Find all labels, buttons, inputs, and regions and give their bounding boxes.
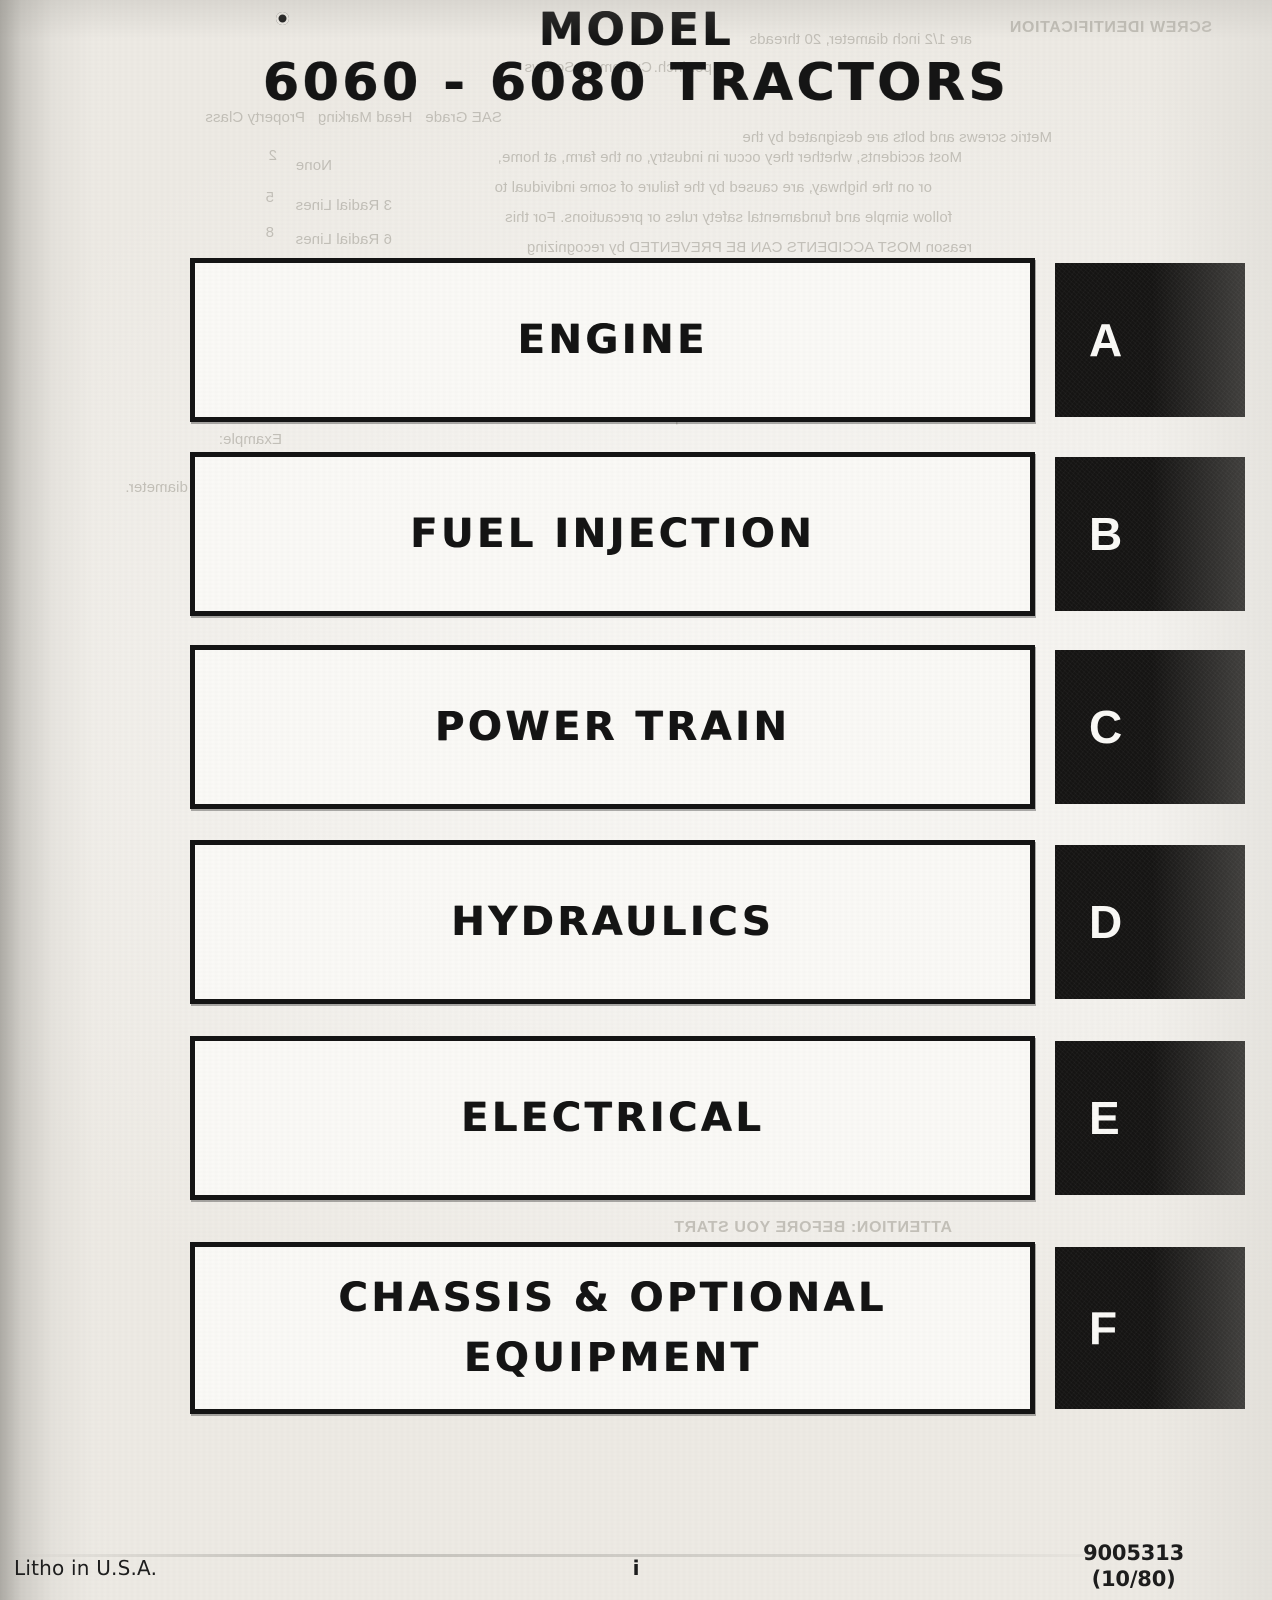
section-tab-b[interactable]: B xyxy=(1055,457,1245,611)
section-label: ELECTRICAL xyxy=(460,1095,765,1141)
section-box-chassis-optional-equipment[interactable]: CHASSIS & OPTIONAL EQUIPMENT xyxy=(190,1242,1035,1414)
section-tab-a[interactable]: A xyxy=(1055,263,1245,417)
title-line-model: MODEL xyxy=(538,3,734,56)
section-letter: E xyxy=(1089,1092,1120,1144)
section-label: CHASSIS & OPTIONAL EQUIPMENT xyxy=(338,1275,887,1381)
section-tab-c[interactable]: C xyxy=(1055,650,1245,804)
bleed-line: ATTENTION: BEFORE YOU START xyxy=(673,1219,952,1236)
section-row-chassis-optional-equipment[interactable]: CHASSIS & OPTIONAL EQUIPMENT F xyxy=(170,1242,1248,1418)
section-label: POWER TRAIN xyxy=(434,704,791,750)
bleed-line: 6 Radial Lines xyxy=(295,231,392,248)
bleed-line: or on the highway, are caused by the fai… xyxy=(494,179,932,196)
bleed-line: 3 Radial Lines xyxy=(295,197,392,214)
section-box-power-train[interactable]: POWER TRAIN xyxy=(190,645,1035,809)
page-title: MODEL 6060 - 6080 TRACTORS xyxy=(0,3,1272,113)
section-box-engine[interactable]: ENGINE xyxy=(190,258,1035,422)
bleed-line: None xyxy=(295,157,332,174)
section-row-power-train[interactable]: POWER TRAIN C xyxy=(170,645,1248,813)
bleed-line: reason MOST ACCIDENTS CAN BE PREVENTED b… xyxy=(526,239,972,256)
bleed-line: Example: xyxy=(218,431,282,448)
registered-trademark-icon xyxy=(276,12,289,25)
section-letter: D xyxy=(1089,896,1123,948)
section-box-electrical[interactable]: ELECTRICAL xyxy=(190,1036,1035,1200)
section-letter: F xyxy=(1089,1302,1118,1354)
section-tab-e[interactable]: E xyxy=(1055,1041,1245,1195)
part-number-block: 9005313 (10/80) xyxy=(1083,1540,1184,1592)
bleed-line: follow simple and fundamental safety rul… xyxy=(505,209,952,226)
page-footer: Litho in U.S.A. i 9005313 (10/80) xyxy=(0,1541,1272,1594)
revision-date: (10/80) xyxy=(1091,1567,1176,1591)
section-letter: A xyxy=(1089,314,1123,366)
section-label: HYDRAULICS xyxy=(451,899,774,945)
bleed-line: 8 xyxy=(265,224,274,241)
bleed-line: Most accidents, whether they occur in in… xyxy=(497,149,962,166)
section-box-fuel-injection[interactable]: FUEL INJECTION xyxy=(190,452,1035,616)
section-row-engine[interactable]: ENGINE A xyxy=(170,258,1248,426)
section-tab-d[interactable]: D xyxy=(1055,845,1245,999)
part-number: 9005313 xyxy=(1083,1541,1184,1565)
bleed-line: Metric screws and bolts are designated b… xyxy=(742,129,1052,146)
section-label: ENGINE xyxy=(517,317,708,363)
section-row-electrical[interactable]: ELECTRICAL E xyxy=(170,1036,1248,1204)
section-box-hydraulics[interactable]: HYDRAULICS xyxy=(190,840,1035,1004)
bleed-line: 2 xyxy=(268,147,277,164)
page-number: i xyxy=(632,1556,640,1580)
section-label: FUEL INJECTION xyxy=(409,511,816,557)
section-tab-f[interactable]: F xyxy=(1055,1247,1245,1409)
section-row-hydraulics[interactable]: HYDRAULICS D xyxy=(170,840,1248,1008)
section-letter: B xyxy=(1089,508,1123,560)
bleed-line: 5 xyxy=(265,189,274,206)
litho-notice: Litho in U.S.A. xyxy=(14,1556,158,1580)
section-letter: C xyxy=(1089,701,1123,753)
page-gutter-shadow xyxy=(0,0,118,1600)
title-line-tractors: 6060 - 6080 TRACTORS xyxy=(262,53,1010,113)
section-row-fuel-injection[interactable]: FUEL INJECTION B xyxy=(170,452,1248,620)
